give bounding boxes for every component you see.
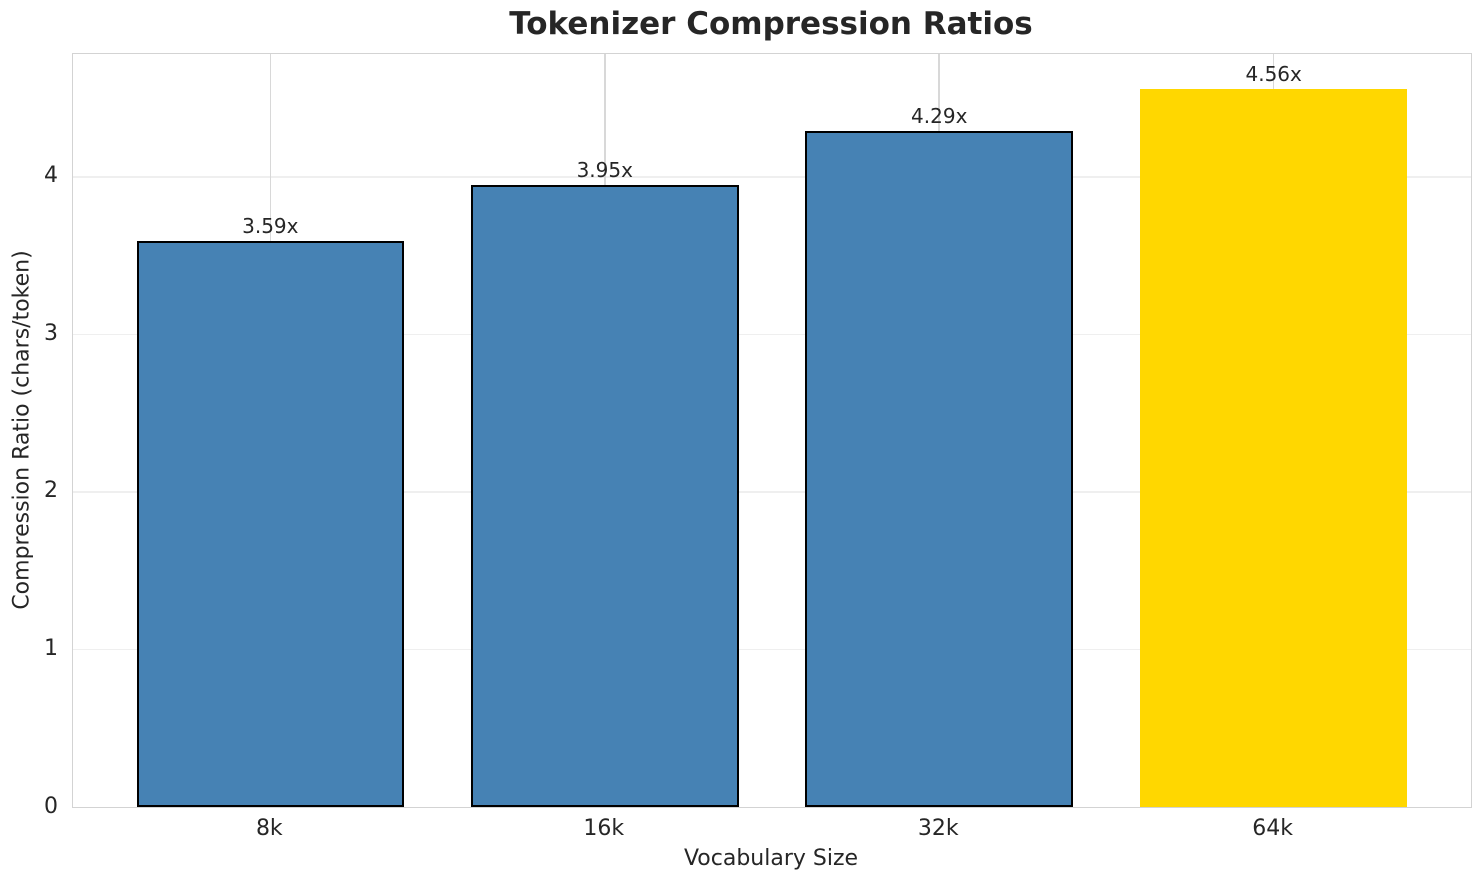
x-tick-64k: 64k	[1252, 816, 1294, 841]
y-tick-3: 3	[44, 320, 58, 346]
y-tick-4: 4	[44, 163, 58, 189]
x-tick-8k: 8k	[255, 816, 283, 841]
bar-value-label-64k: 4.56x	[1245, 61, 1302, 86]
bar-32k	[805, 131, 1073, 807]
gridline-horizontal-3	[73, 333, 1471, 336]
bar-8k	[136, 241, 405, 807]
bar-value-label-32k: 4.29x	[911, 104, 968, 129]
bar-16k	[470, 184, 739, 807]
x-tick-32k: 32k	[917, 816, 959, 841]
y-tick-2: 2	[44, 478, 58, 504]
y-axis-label: Compression Ratio (chars/token)	[9, 250, 35, 610]
y-tick-1: 1	[44, 635, 58, 661]
x-axis-label: Vocabulary Size	[683, 846, 859, 871]
plot-area: 3.59x 3.95x 4.29x 4.56x	[72, 53, 1472, 808]
bar-value-label-8k: 3.59x	[242, 214, 299, 239]
x-tick-16k: 16k	[583, 816, 625, 841]
gridline-horizontal-2	[73, 491, 1471, 493]
bar-value-label-16k: 3.95x	[576, 157, 633, 182]
gridline-horizontal-4	[73, 176, 1471, 178]
bar-64k	[1139, 88, 1408, 807]
gridline-horizontal-1	[73, 648, 1471, 651]
chart-title: Tokenizer Compression Ratios	[509, 6, 1033, 42]
y-tick-0: 0	[44, 793, 58, 819]
